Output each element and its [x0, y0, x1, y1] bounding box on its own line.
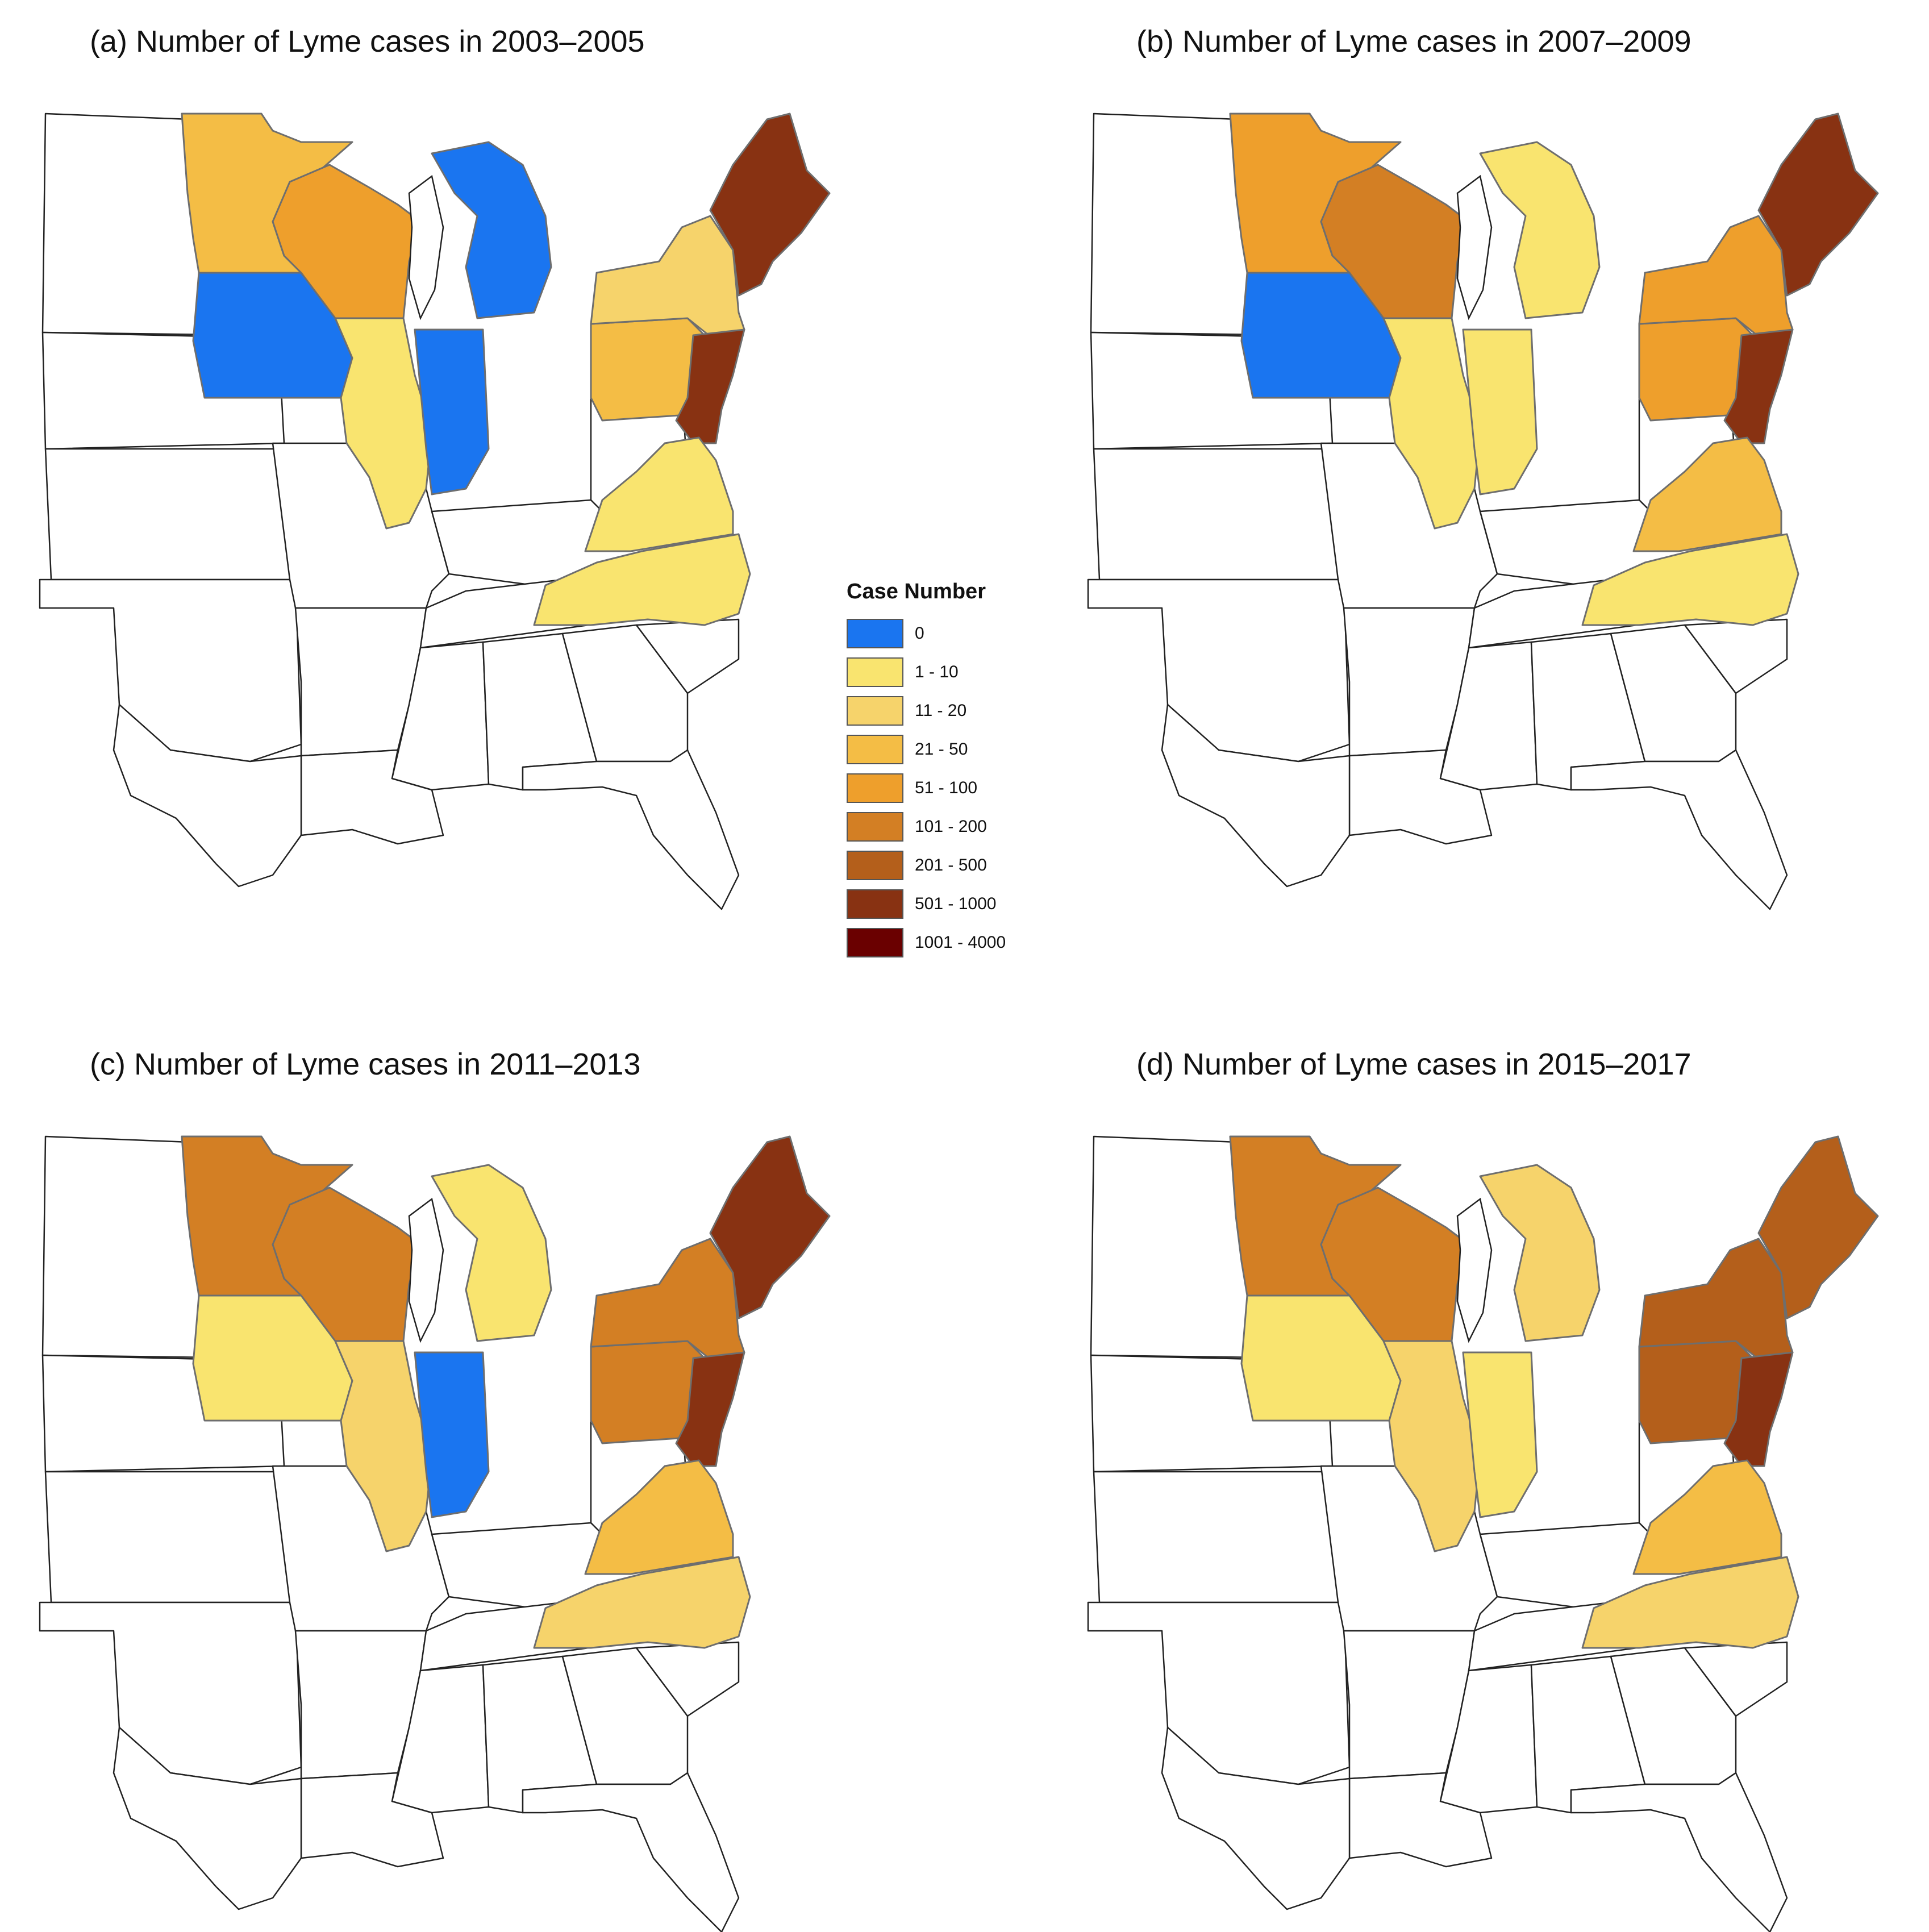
state-region-texas_edge [113, 703, 302, 888]
state-region-florida [1570, 1772, 1788, 1932]
state-region-oklahoma [39, 578, 302, 763]
state-region-michigan [1479, 141, 1601, 319]
legend-item: 201 - 500 [847, 846, 1006, 885]
state-region-florida [1570, 749, 1788, 910]
state-region-new-york [590, 215, 745, 342]
state-region-indiana [414, 328, 490, 496]
state-region-michigan [431, 141, 552, 319]
legend-swatch [847, 812, 903, 842]
lake-michigan [1456, 1197, 1493, 1343]
state-region-new-england [709, 1135, 831, 1319]
legend-label: 11 - 20 [915, 701, 967, 720]
legend-label: 0 [915, 624, 924, 643]
state-region-florida [522, 749, 740, 910]
state-region-oklahoma [39, 1601, 302, 1785]
legend-swatch [847, 889, 903, 919]
state-region-north-carolina [1581, 1556, 1799, 1649]
legend-label: 1 - 10 [915, 663, 959, 681]
state-region-virginia [1632, 436, 1782, 552]
state-region-kansas [44, 1471, 291, 1604]
legend-label: 51 - 100 [915, 778, 978, 797]
legend-item: 1001 - 4000 [847, 923, 1006, 962]
map-panel-c [39, 1135, 831, 1932]
lake-michigan [1456, 174, 1493, 320]
legend: Case Number 0 1 - 10 11 - 20 21 - 50 51 … [847, 580, 1006, 962]
state-region-wisconsin [272, 164, 422, 319]
map-panel-a [39, 113, 831, 910]
state-region-wisconsin [1320, 1186, 1470, 1342]
state-region-illinois [334, 317, 433, 530]
legend-swatch [847, 773, 903, 803]
panel-d-title: (d) Number of Lyme cases in 2015–2017 [1136, 1047, 1691, 1081]
state-region-virginia [1632, 1459, 1782, 1575]
state-region-north-carolina [533, 533, 751, 626]
legend-item: 21 - 50 [847, 730, 1006, 769]
state-region-mid-atlantic-coast [1723, 328, 1794, 444]
map-panel-d [1087, 1135, 1879, 1932]
legend-swatch [847, 696, 903, 726]
state-region-kansas [44, 448, 291, 581]
state-region-indiana [1462, 328, 1538, 496]
state-region-texas_edge [1161, 1726, 1351, 1910]
panel-a-title: (a) Number of Lyme cases in 2003–2005 [90, 24, 645, 59]
state-region-illinois [1382, 1340, 1481, 1552]
legend-item: 11 - 20 [847, 692, 1006, 730]
legend-label: 1001 - 4000 [915, 933, 1006, 952]
legend-swatch [847, 851, 903, 880]
state-region-virginia [584, 436, 734, 552]
panel-c-title: (c) Number of Lyme cases in 2011–2013 [90, 1047, 641, 1081]
state-region-illinois [334, 1340, 433, 1552]
state-region-new-york [1638, 1238, 1794, 1365]
state-region-florida [522, 1772, 740, 1932]
state-region-texas_edge [1161, 703, 1351, 888]
legend-item: 501 - 1000 [847, 885, 1006, 923]
legend-swatch [847, 928, 903, 957]
state-region-indiana [414, 1351, 490, 1518]
legend-title: Case Number [847, 580, 986, 603]
state-region-texas_edge [113, 1726, 302, 1910]
legend-label: 501 - 1000 [915, 894, 997, 913]
state-region-north-carolina [1581, 533, 1799, 626]
legend-swatch [847, 619, 903, 648]
state-region-indiana [1462, 1351, 1538, 1518]
state-region-north-carolina [533, 1556, 751, 1649]
legend-label: 201 - 500 [915, 856, 987, 875]
lake-michigan [408, 174, 444, 320]
state-region-kansas [1093, 448, 1339, 581]
legend-label: 21 - 50 [915, 740, 968, 759]
state-region-mid-atlantic-coast [675, 1351, 745, 1467]
lake-michigan [408, 1197, 444, 1343]
state-region-oklahoma [1087, 1601, 1351, 1785]
state-region-wisconsin [1320, 164, 1470, 319]
state-region-virginia [584, 1459, 734, 1575]
state-region-new-england [1757, 113, 1879, 297]
state-region-illinois [1382, 317, 1481, 530]
state-region-mid-atlantic-coast [1723, 1351, 1794, 1467]
map-panel-b [1087, 113, 1879, 910]
panel-b-title: (b) Number of Lyme cases in 2007–2009 [1136, 24, 1691, 59]
legend-swatch [847, 657, 903, 687]
state-region-new-york [590, 1238, 745, 1365]
state-region-mid-atlantic-coast [675, 328, 745, 444]
legend-item: 101 - 200 [847, 807, 1006, 846]
state-region-new-england [709, 113, 831, 297]
state-region-oklahoma [1087, 578, 1351, 763]
state-region-new-york [1638, 215, 1794, 342]
state-region-kansas [1093, 1471, 1339, 1604]
legend-item: 51 - 100 [847, 769, 1006, 807]
state-region-new-england [1757, 1135, 1879, 1319]
state-region-michigan [431, 1164, 552, 1342]
legend-label: 101 - 200 [915, 817, 987, 836]
state-region-michigan [1479, 1164, 1601, 1342]
legend-swatch [847, 735, 903, 764]
state-region-wisconsin [272, 1186, 422, 1342]
legend-item: 1 - 10 [847, 653, 1006, 692]
legend-item: 0 [847, 614, 1006, 653]
